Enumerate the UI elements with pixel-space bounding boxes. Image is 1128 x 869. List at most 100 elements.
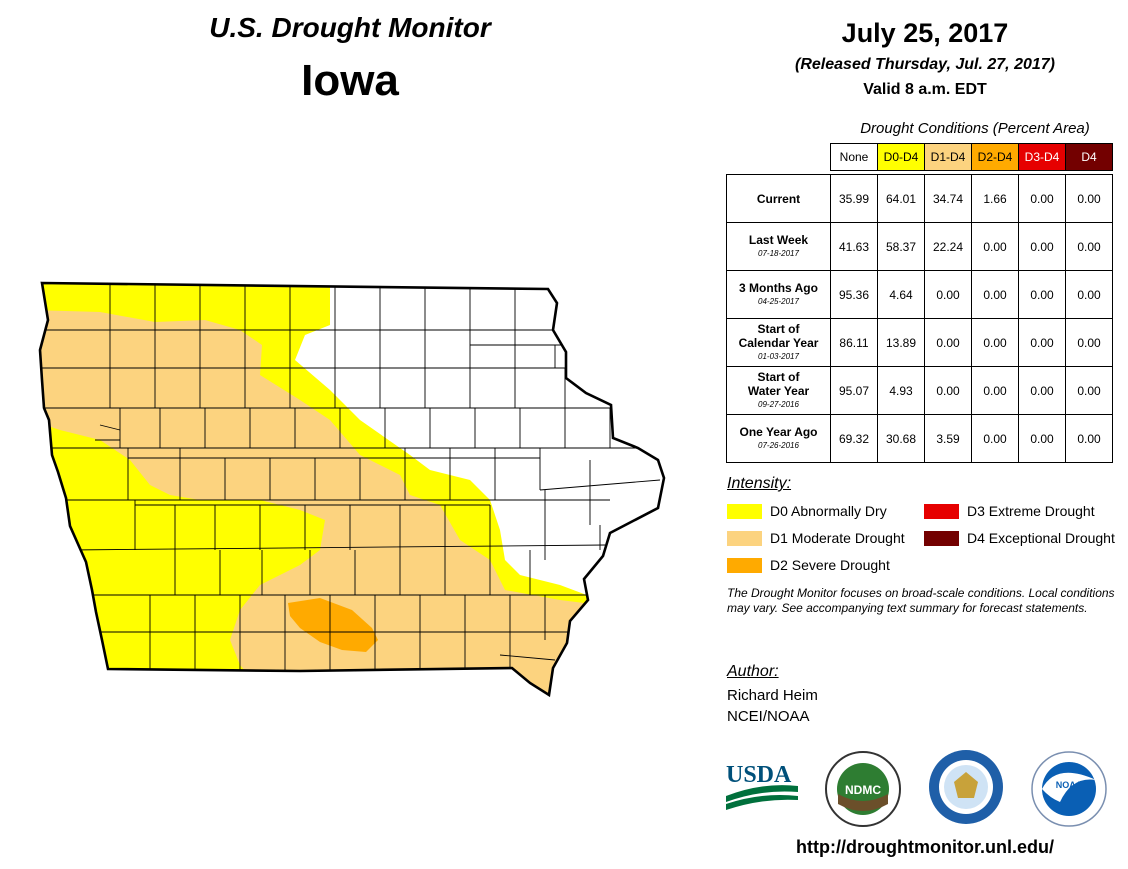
table-cell: 1.66 xyxy=(971,174,1019,223)
table-cell: 13.89 xyxy=(877,318,925,367)
legend-label: D2 Severe Drought xyxy=(770,557,890,573)
valid-time: Valid 8 a.m. EDT xyxy=(863,81,987,98)
table-row: One Year Ago 07-26-2016 69.32 30.68 3.59 0.00… xyxy=(726,414,1113,463)
corner-cell xyxy=(727,144,831,171)
iowa-drought-map xyxy=(38,281,666,697)
commerce-seal-logo xyxy=(929,750,1003,824)
table-cell: 0.00 xyxy=(924,270,972,319)
legend-swatch xyxy=(727,504,762,519)
table-cell: 58.37 xyxy=(877,222,925,271)
table-cell: 0.00 xyxy=(1065,222,1113,271)
row-label: 3 Months Ago 04-25-2017 xyxy=(726,270,831,319)
monitor-title: U.S. Drought Monitor xyxy=(209,12,491,43)
table-cell: 0.00 xyxy=(971,366,1019,415)
row-label-line2: Water Year xyxy=(747,383,810,398)
legend-swatch xyxy=(727,531,762,546)
row-date: 01-03-2017 xyxy=(758,351,799,361)
row-date: 04-25-2017 xyxy=(758,296,799,306)
table-cell: 0.00 xyxy=(971,318,1019,367)
row-label-line1: Current xyxy=(756,191,801,206)
author-name: Richard Heim xyxy=(727,687,818,704)
table-cell: 0.00 xyxy=(1065,366,1113,415)
row-label-line1: One Year Ago xyxy=(739,424,818,439)
row-label: Current xyxy=(726,174,831,223)
column-header: None xyxy=(830,143,878,171)
ndmc-logo: NDMC xyxy=(825,751,901,827)
column-header: D2-D4 xyxy=(971,143,1019,171)
county-boundaries xyxy=(40,283,661,670)
usda-logo-text: USDA xyxy=(726,762,792,788)
row-date: 09-27-2016 xyxy=(758,399,799,409)
noaa-logo-text: NOAA xyxy=(1056,780,1083,790)
table-cell: 95.36 xyxy=(830,270,878,319)
usda-logo: USDA xyxy=(726,762,798,810)
table-cell: 0.00 xyxy=(1065,318,1113,367)
legend-swatch xyxy=(924,531,959,546)
website-url[interactable]: http://droughtmonitor.unl.edu/ xyxy=(796,837,1054,857)
table-cell: 4.93 xyxy=(877,366,925,415)
table-cell: 64.01 xyxy=(877,174,925,223)
row-label: Start of Calendar Year 01-03-2017 xyxy=(726,318,831,367)
table-cell: 0.00 xyxy=(971,270,1019,319)
row-label: Last Week 07-18-2017 xyxy=(726,222,831,271)
row-label-line2: Calendar Year xyxy=(738,335,819,350)
release-date: (Released Thursday, Jul. 27, 2017) xyxy=(795,56,1055,73)
table-cell: 22.24 xyxy=(924,222,972,271)
table-row: Start of Calendar Year 01-03-2017 86.11 13.8… xyxy=(726,318,1113,367)
legend-label: D1 Moderate Drought xyxy=(770,530,905,546)
table-cell: 3.59 xyxy=(924,414,972,463)
table-cell: 0.00 xyxy=(924,318,972,367)
legend-label: D0 Abnormally Dry xyxy=(770,503,887,519)
table-cell: 35.99 xyxy=(830,174,878,223)
table-cell: 0.00 xyxy=(1018,270,1066,319)
table-cell: 0.00 xyxy=(1018,414,1066,463)
author-org: NCEI/NOAA xyxy=(727,708,810,725)
legend-label: D4 Exceptional Drought xyxy=(967,530,1115,546)
legend-swatch xyxy=(727,558,762,573)
table-cell: 0.00 xyxy=(971,222,1019,271)
table-cell: 0.00 xyxy=(1065,414,1113,463)
table-cell: 95.07 xyxy=(830,366,878,415)
row-label-line1: Start of xyxy=(757,369,800,384)
map-date: July 25, 2017 xyxy=(841,18,1009,48)
table-cell: 69.32 xyxy=(830,414,878,463)
table-cell: 30.68 xyxy=(877,414,925,463)
drought-conditions-table: None D0-D4 D1-D4 D2-D4 D3-D4 D4 Current 35.99 6… xyxy=(726,143,1113,463)
row-label-line1: Last Week xyxy=(748,232,809,247)
column-header: D1-D4 xyxy=(924,143,972,171)
table-cell: 0.00 xyxy=(1065,174,1113,223)
column-header: D0-D4 xyxy=(877,143,925,171)
legend-swatch xyxy=(924,504,959,519)
row-label-line1: Start of xyxy=(757,321,800,336)
column-header: D3-D4 xyxy=(1018,143,1066,171)
row-label-line1: 3 Months Ago xyxy=(739,280,818,295)
table-cell: 0.00 xyxy=(1065,270,1113,319)
table-cell: 0.00 xyxy=(924,366,972,415)
table-row: Current 35.99 64.01 34.74 1.66 0.00 0.00 xyxy=(726,174,1113,223)
table-cell: 41.63 xyxy=(830,222,878,271)
table-row: Start of Water Year 09-27-2016 95.07 4.93 0.0… xyxy=(726,366,1113,415)
row-date: 07-18-2017 xyxy=(758,248,799,258)
d2-severe-drought-region xyxy=(288,598,378,652)
table-cell: 0.00 xyxy=(1018,174,1066,223)
table-cell: 0.00 xyxy=(971,414,1019,463)
table-cell: 86.11 xyxy=(830,318,878,367)
column-header: D4 xyxy=(1065,143,1113,171)
state-title: Iowa xyxy=(301,56,399,105)
table-cell: 4.64 xyxy=(877,270,925,319)
noaa-logo: NOAA xyxy=(1031,751,1107,827)
table-header-row: None D0-D4 D1-D4 D2-D4 D3-D4 D4 xyxy=(727,143,1113,171)
legend-title: Intensity: xyxy=(727,475,792,492)
table-cell: 0.00 xyxy=(1018,222,1066,271)
row-date: 07-26-2016 xyxy=(758,440,799,450)
row-label: Start of Water Year 09-27-2016 xyxy=(726,366,831,415)
table-cell: 0.00 xyxy=(1018,366,1066,415)
row-label: One Year Ago 07-26-2016 xyxy=(726,414,831,463)
table-row: 3 Months Ago 04-25-2017 95.36 4.64 0.00 0.00 0… xyxy=(726,270,1113,319)
table-cell: 0.00 xyxy=(1018,318,1066,367)
ndmc-logo-text: NDMC xyxy=(845,783,881,797)
legend-label: D3 Extreme Drought xyxy=(967,503,1095,519)
table-caption: Drought Conditions (Percent Area) xyxy=(860,120,1090,137)
table-row: Last Week 07-18-2017 41.63 58.37 22.24 0.00 0.… xyxy=(726,222,1113,271)
disclaimer-note: The Drought Monitor focuses on broad-sca… xyxy=(727,586,1115,615)
